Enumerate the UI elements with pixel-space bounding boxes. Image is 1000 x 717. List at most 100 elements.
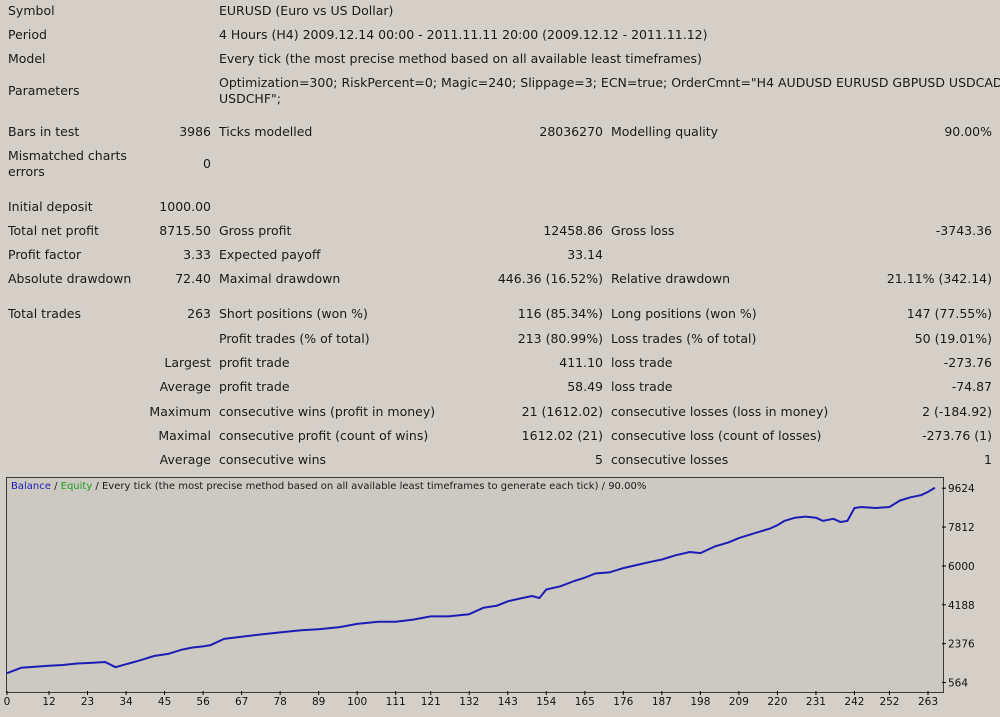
absolute-drawdown-label: Absolute drawdown: [8, 271, 132, 286]
x-tick-label: 23: [81, 696, 94, 708]
balance-chart-plot: Balance / Equity / Every tick (the most …: [6, 477, 944, 693]
y-tick-label: 4188: [948, 600, 975, 612]
maximal-drawdown-value: 446.36 (16.52%): [497, 271, 603, 286]
x-tick-label: 143: [498, 696, 518, 708]
gross-profit-value: 12458.86: [543, 223, 603, 238]
x-tick-label: 176: [613, 696, 633, 708]
total-trades-label: Total trades: [8, 306, 82, 321]
maximal-consec-profit-value: 1612.02 (21): [521, 428, 603, 443]
average-consec-prefix: Average: [159, 452, 211, 467]
maximal-consec-loss-label: consecutive loss (count of losses): [611, 428, 822, 443]
gross-profit-label: Gross profit: [219, 223, 292, 238]
average-profit-label: profit trade: [219, 379, 290, 394]
model-value: Every tick (the most precise method base…: [219, 51, 702, 66]
x-tick-label: 252: [879, 696, 899, 708]
maximum-consec-wins-label: consecutive wins (profit in money): [219, 404, 436, 419]
total-trades-value: 263: [187, 306, 211, 321]
x-tick-label: 121: [421, 696, 441, 708]
profit-trades-label: Profit trades (% of total): [219, 331, 370, 346]
y-tick-label: 9624: [948, 483, 975, 495]
x-tick-label: 231: [806, 696, 826, 708]
ticks-modelled-value: 28036270: [539, 124, 603, 139]
x-tick-label: 209: [729, 696, 749, 708]
maximum-consec-losses-label: consecutive losses (loss in money): [611, 404, 829, 419]
ticks-modelled-label: Ticks modelled: [219, 124, 313, 139]
bars-in-test-value: 3986: [179, 124, 211, 139]
x-tick-label: 0: [4, 696, 11, 708]
largest-prefix: Largest: [164, 355, 211, 370]
average-loss-value: -74.87: [951, 379, 992, 394]
largest-loss-label: loss trade: [611, 355, 673, 370]
parameters-value-line1: Optimization=300; RiskPercent=0; Magic=2…: [219, 75, 1000, 90]
mismatched-label-line1: Mismatched charts: [8, 148, 127, 163]
parameters-label: Parameters: [8, 83, 80, 98]
x-tick-label: 56: [196, 696, 210, 708]
loss-trades-value: 50 (19.01%): [914, 331, 992, 346]
modelling-quality-label: Modelling quality: [611, 124, 719, 139]
profit-factor-value: 3.33: [183, 247, 211, 262]
x-tick-label: 242: [844, 696, 864, 708]
mismatched-label-line2: errors: [8, 164, 45, 179]
y-tick-label: 2376: [948, 639, 975, 651]
average-loss-label: loss trade: [611, 379, 673, 394]
period-label: Period: [8, 27, 47, 42]
short-positions-label: Short positions (won %): [219, 306, 368, 321]
average-consec-losses-label: consecutive losses: [611, 452, 729, 467]
y-tick-label: 6000: [948, 561, 975, 573]
average-consec-losses-value: 1: [984, 452, 992, 467]
relative-drawdown-label: Relative drawdown: [611, 271, 731, 286]
chart-caption-rest: / Every tick (the most precise method ba…: [92, 481, 647, 492]
x-tick-label: 67: [235, 696, 248, 708]
mismatched-value: 0: [203, 156, 211, 171]
x-tick-label: 132: [459, 696, 479, 708]
parameters-value-line2: USDCHF";: [219, 91, 281, 106]
x-tick-label: 198: [690, 696, 710, 708]
total-net-profit-value: 8715.50: [159, 223, 211, 238]
x-tick-label: 100: [347, 696, 367, 708]
short-positions-value: 116 (85.34%): [517, 306, 603, 321]
symbol-value: EURUSD (Euro vs US Dollar): [219, 3, 394, 18]
largest-loss-value: -273.76: [943, 355, 992, 370]
x-tick-label: 220: [767, 696, 787, 708]
relative-drawdown-value: 21.11% (342.14): [886, 271, 992, 286]
chart-caption-sep: /: [50, 481, 61, 492]
loss-trades-label: Loss trades (% of total): [611, 331, 757, 346]
maximal-drawdown-label: Maximal drawdown: [219, 271, 341, 286]
x-tick-label: 154: [536, 696, 556, 708]
gross-loss-value: -3743.36: [935, 223, 992, 238]
initial-deposit-value: 1000.00: [159, 199, 211, 214]
x-tick-label: 12: [42, 696, 55, 708]
x-tick-label: 34: [119, 696, 133, 708]
average-profit-value: 58.49: [567, 379, 603, 394]
x-tick-label: 111: [386, 696, 406, 708]
average-consec-wins-value: 5: [595, 452, 603, 467]
maximal-consec-profit-label: consecutive profit (count of wins): [219, 428, 429, 443]
period-value: 4 Hours (H4) 2009.12.14 00:00 - 2011.11.…: [219, 27, 708, 42]
expected-payoff-value: 33.14: [567, 247, 603, 262]
maximum-consec-prefix: Maximum: [149, 404, 211, 419]
chart-caption-balance: Balance: [11, 481, 51, 492]
y-tick-label: 564: [948, 678, 968, 690]
absolute-drawdown-value: 72.40: [175, 271, 211, 286]
largest-profit-value: 411.10: [559, 355, 603, 370]
average-prefix: Average: [159, 379, 211, 394]
symbol-label: Symbol: [8, 3, 55, 18]
x-tick-label: 78: [273, 696, 286, 708]
maximum-consec-wins-value: 21 (1612.02): [521, 404, 603, 419]
x-tick-label: 45: [158, 696, 171, 708]
x-tick-label: 89: [312, 696, 325, 708]
long-positions-label: Long positions (won %): [611, 306, 757, 321]
x-tick-label: 263: [918, 696, 938, 708]
x-tick-label: 165: [575, 696, 595, 708]
model-label: Model: [8, 51, 46, 66]
maximal-consec-loss-value: -273.76 (1): [922, 428, 992, 443]
long-positions-value: 147 (77.55%): [906, 306, 992, 321]
bars-in-test-label: Bars in test: [8, 124, 80, 139]
maximum-consec-losses-value: 2 (-184.92): [922, 404, 992, 419]
profit-factor-label: Profit factor: [8, 247, 82, 262]
total-net-profit-label: Total net profit: [8, 223, 99, 238]
maximal-consec-prefix: Maximal: [158, 428, 211, 443]
expected-payoff-label: Expected payoff: [219, 247, 321, 262]
profit-trades-value: 213 (80.99%): [517, 331, 603, 346]
largest-profit-label: profit trade: [219, 355, 290, 370]
